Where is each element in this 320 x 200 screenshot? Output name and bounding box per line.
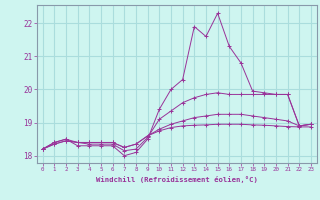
- X-axis label: Windchill (Refroidissement éolien,°C): Windchill (Refroidissement éolien,°C): [96, 176, 258, 183]
